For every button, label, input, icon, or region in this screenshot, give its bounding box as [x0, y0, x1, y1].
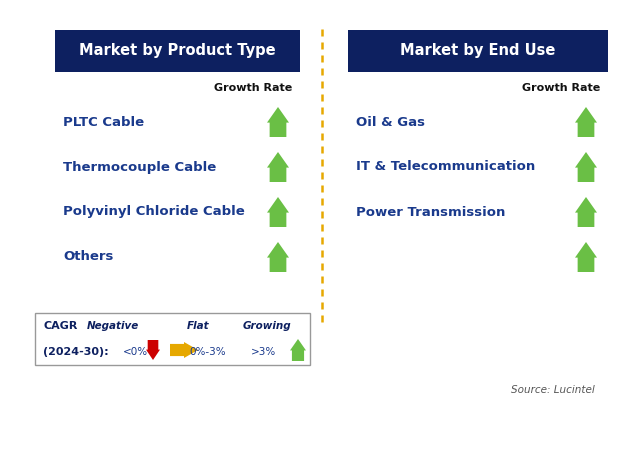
Text: Market by Product Type: Market by Product Type [79, 43, 276, 59]
Text: 0%-3%: 0%-3% [190, 347, 226, 357]
Text: Thermocouple Cable: Thermocouple Cable [63, 160, 216, 174]
Text: Power Transmission: Power Transmission [356, 205, 505, 219]
Text: (2024-30):: (2024-30): [43, 347, 108, 357]
Text: Growth Rate: Growth Rate [522, 83, 600, 93]
Polygon shape [575, 152, 597, 182]
Polygon shape [575, 197, 597, 227]
Bar [348, 30, 608, 72]
Text: Polyvinyl Chloride Cable: Polyvinyl Chloride Cable [63, 205, 245, 219]
Text: Growth Rate: Growth Rate [213, 83, 292, 93]
Polygon shape [267, 107, 289, 137]
Text: Growing: Growing [243, 321, 291, 331]
Polygon shape [575, 242, 597, 272]
Text: PLTC Cable: PLTC Cable [63, 116, 144, 128]
FancyBboxPatch shape [35, 313, 310, 365]
Text: Others: Others [63, 251, 113, 263]
Polygon shape [267, 242, 289, 272]
Text: CAGR: CAGR [43, 321, 78, 331]
Text: >3%: >3% [251, 347, 276, 357]
Text: Source: Lucintel: Source: Lucintel [512, 385, 595, 395]
Text: Flat: Flat [187, 321, 210, 331]
Polygon shape [267, 152, 289, 182]
Text: Oil & Gas: Oil & Gas [356, 116, 425, 128]
Text: <0%: <0% [122, 347, 147, 357]
Polygon shape [290, 339, 306, 361]
Text: Negative: Negative [87, 321, 139, 331]
Text: IT & Telecommunication: IT & Telecommunication [356, 160, 535, 174]
Polygon shape [267, 197, 289, 227]
Bar [55, 30, 300, 72]
Polygon shape [146, 340, 160, 360]
Polygon shape [575, 107, 597, 137]
Polygon shape [170, 342, 198, 358]
Text: Market by End Use: Market by End Use [401, 43, 556, 59]
